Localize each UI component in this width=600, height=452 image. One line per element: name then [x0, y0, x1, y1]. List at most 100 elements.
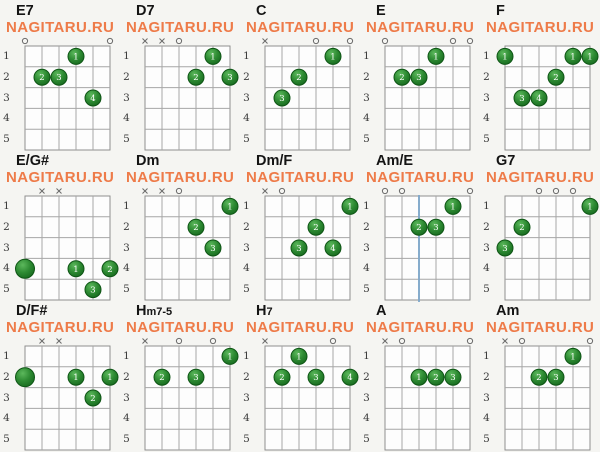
fret-number: 5: [3, 433, 10, 446]
muted-string-marker: [56, 338, 62, 344]
chord-cell-a: A NAGITARU.RU 1 2 3 4 5 1 2 3: [360, 300, 480, 452]
fret-number-column: 1 2 3 4 5: [0, 37, 13, 150]
finger-number: 1: [416, 373, 421, 383]
nagitaru-logo: NAGITARU.RU: [486, 169, 595, 186]
chord-name-sub: 7: [266, 306, 273, 318]
finger-dot: [581, 197, 599, 215]
finger-number: 3: [210, 244, 215, 254]
finger-number: 1: [107, 373, 112, 383]
chord-name-main: E: [376, 3, 386, 19]
fret-number: 1: [123, 50, 130, 62]
chord-cell-e-g-: E/G# NAGITARU.RU 1 2 3 4 5 1 2 3: [0, 150, 120, 302]
fretboard-frame: [504, 195, 591, 301]
chord-name: Dm: [120, 153, 240, 170]
muted-string-marker: [39, 188, 45, 194]
finger-number: 2: [313, 223, 318, 233]
chord-diagram: 1 2 3 4 5 1 2 3: [0, 187, 120, 302]
fret-number: 5: [243, 283, 250, 296]
chord-name-main: H: [136, 303, 147, 319]
fret-number-column: 1 2 3 4 5: [0, 187, 13, 300]
fret-number: 1: [243, 50, 250, 62]
fret-number-column: 1 2 3 4 5: [360, 187, 373, 300]
chord-name: E/G#: [0, 153, 120, 170]
finger-dot: [101, 260, 119, 278]
fretboard-svg: 1 2 3: [502, 337, 593, 451]
fret-number: 3: [243, 391, 250, 404]
finger-number: 2: [536, 373, 541, 383]
chord-diagram: 1 2 3 4 5 1 2 3: [480, 187, 600, 302]
chord-name: Hm7-5: [120, 303, 240, 320]
finger-number: 1: [227, 202, 232, 212]
chord-name-main: H: [256, 303, 267, 319]
finger-dot: [547, 68, 565, 86]
chord-cell-d-f-: D/F# NAGITARU.RU 1 2 3 4 5 1 1 2: [0, 300, 120, 452]
fretboard-svg: 1 2 3 4: [262, 337, 359, 451]
chord-diagram: 1 2 3 4 5 1 2 3: [120, 337, 240, 452]
finger-dot: [290, 239, 308, 257]
chord-diagram: 1 2 3 4 5 1 2 3 4: [0, 37, 120, 152]
chord-cell-c: C NAGITARU.RU 1 2 3 4 5 1 2 3: [240, 0, 360, 151]
chord-diagram: 1 2 3 4 5 1 1 1 2 3 4: [480, 37, 600, 152]
fretboard-svg: 1 2 3: [381, 187, 473, 302]
finger-number: 3: [553, 373, 558, 383]
finger-number: 4: [90, 94, 95, 104]
finger-number: 1: [210, 52, 215, 62]
finger-dot: [547, 368, 565, 386]
fret-number: 5: [363, 283, 370, 296]
fret-number-column: 1 2 3 4 5: [360, 337, 373, 450]
open-string-marker: [381, 37, 388, 45]
chord-cell-e7: E7 NAGITARU.RU 1 2 3 4 5 1 2 3 4: [0, 0, 120, 152]
chord-name: H7: [240, 303, 360, 320]
fret-number-column: 1 2 3 4 5: [240, 37, 253, 150]
fretboard-svg: 1 1 2: [14, 338, 119, 451]
nagitaru-logo: NAGITARU.RU: [366, 319, 475, 336]
chord-cell-e: E NAGITARU.RU 1 2 3 4 5 1 2 3: [360, 0, 480, 151]
finger-number: 3: [519, 94, 524, 104]
nagitaru-logo: NAGITARU.RU: [246, 169, 355, 186]
muted-string-marker: [382, 338, 388, 344]
fretboard-frame: [144, 345, 231, 451]
fret-number-column: 1 2 3 4 5: [0, 337, 13, 450]
chord-name-main: A: [376, 303, 387, 319]
chord-diagram: 1 2 3 4 5 1 2 3: [360, 337, 480, 452]
open-string-marker: [175, 187, 182, 195]
finger-dot: [187, 218, 205, 236]
fret-number: 1: [243, 350, 250, 362]
finger-dot: [67, 260, 85, 278]
chord-diagram: 1 2 3 4 5 1 1 2: [0, 337, 120, 452]
open-string-marker: [449, 37, 456, 45]
muted-string-marker: [502, 338, 508, 344]
muted-string-marker: [142, 38, 148, 44]
open-string-marker: [329, 337, 336, 345]
open-string-marker: [518, 337, 525, 345]
chord-name-main: Am: [496, 303, 520, 319]
finger-dot: [427, 368, 445, 386]
finger-dot: [581, 47, 599, 65]
nagitaru-logo: NAGITARU.RU: [6, 319, 115, 336]
finger-dot: [427, 218, 445, 236]
fret-number: 2: [123, 70, 130, 83]
fret-number: 2: [243, 370, 250, 383]
fret-number: 3: [123, 241, 130, 254]
chord-cell-am-e: Am/E NAGITARU.RU 1 2 3 4 5 1 2 3: [360, 150, 480, 302]
fret-number: 4: [123, 412, 130, 425]
finger-dot: [204, 47, 222, 65]
finger-number: 3: [433, 223, 438, 233]
finger-dot: [14, 258, 35, 279]
fretboard-frame: [384, 45, 471, 151]
fretboard-svg: 1 1 1 2 3 4: [496, 45, 599, 151]
fret-number: 4: [363, 262, 370, 275]
fretboard-svg: 1 2 3: [14, 188, 119, 301]
fret-number: 5: [483, 433, 490, 446]
chord-name-sub: m7-5: [146, 306, 173, 318]
fret-number: 5: [3, 133, 10, 146]
nagitaru-logo: NAGITARU.RU: [6, 19, 115, 36]
finger-dot: [410, 218, 428, 236]
fret-number: 5: [243, 133, 250, 146]
fret-number: 1: [483, 200, 490, 212]
finger-dot: [84, 281, 102, 299]
nagitaru-logo: NAGITARU.RU: [126, 19, 235, 36]
fret-number: 1: [363, 350, 370, 362]
finger-number: 2: [519, 223, 524, 233]
nagitaru-logo: NAGITARU.RU: [246, 319, 355, 336]
